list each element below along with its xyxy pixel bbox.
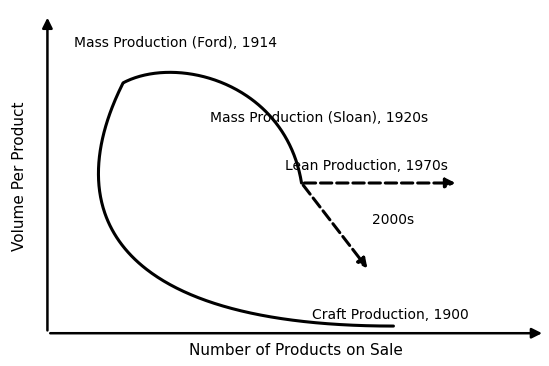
Text: Mass Production (Ford), 1914: Mass Production (Ford), 1914 [75, 36, 277, 50]
Text: Number of Products on Sale: Number of Products on Sale [189, 343, 403, 358]
Text: Mass Production (Sloan), 1920s: Mass Production (Sloan), 1920s [210, 111, 428, 125]
Text: 2000s: 2000s [372, 213, 414, 227]
Text: Lean Production, 1970s: Lean Production, 1970s [285, 160, 448, 173]
Text: Craft Production, 1900: Craft Production, 1900 [312, 308, 469, 322]
Text: Volume Per Product: Volume Per Product [12, 101, 27, 251]
